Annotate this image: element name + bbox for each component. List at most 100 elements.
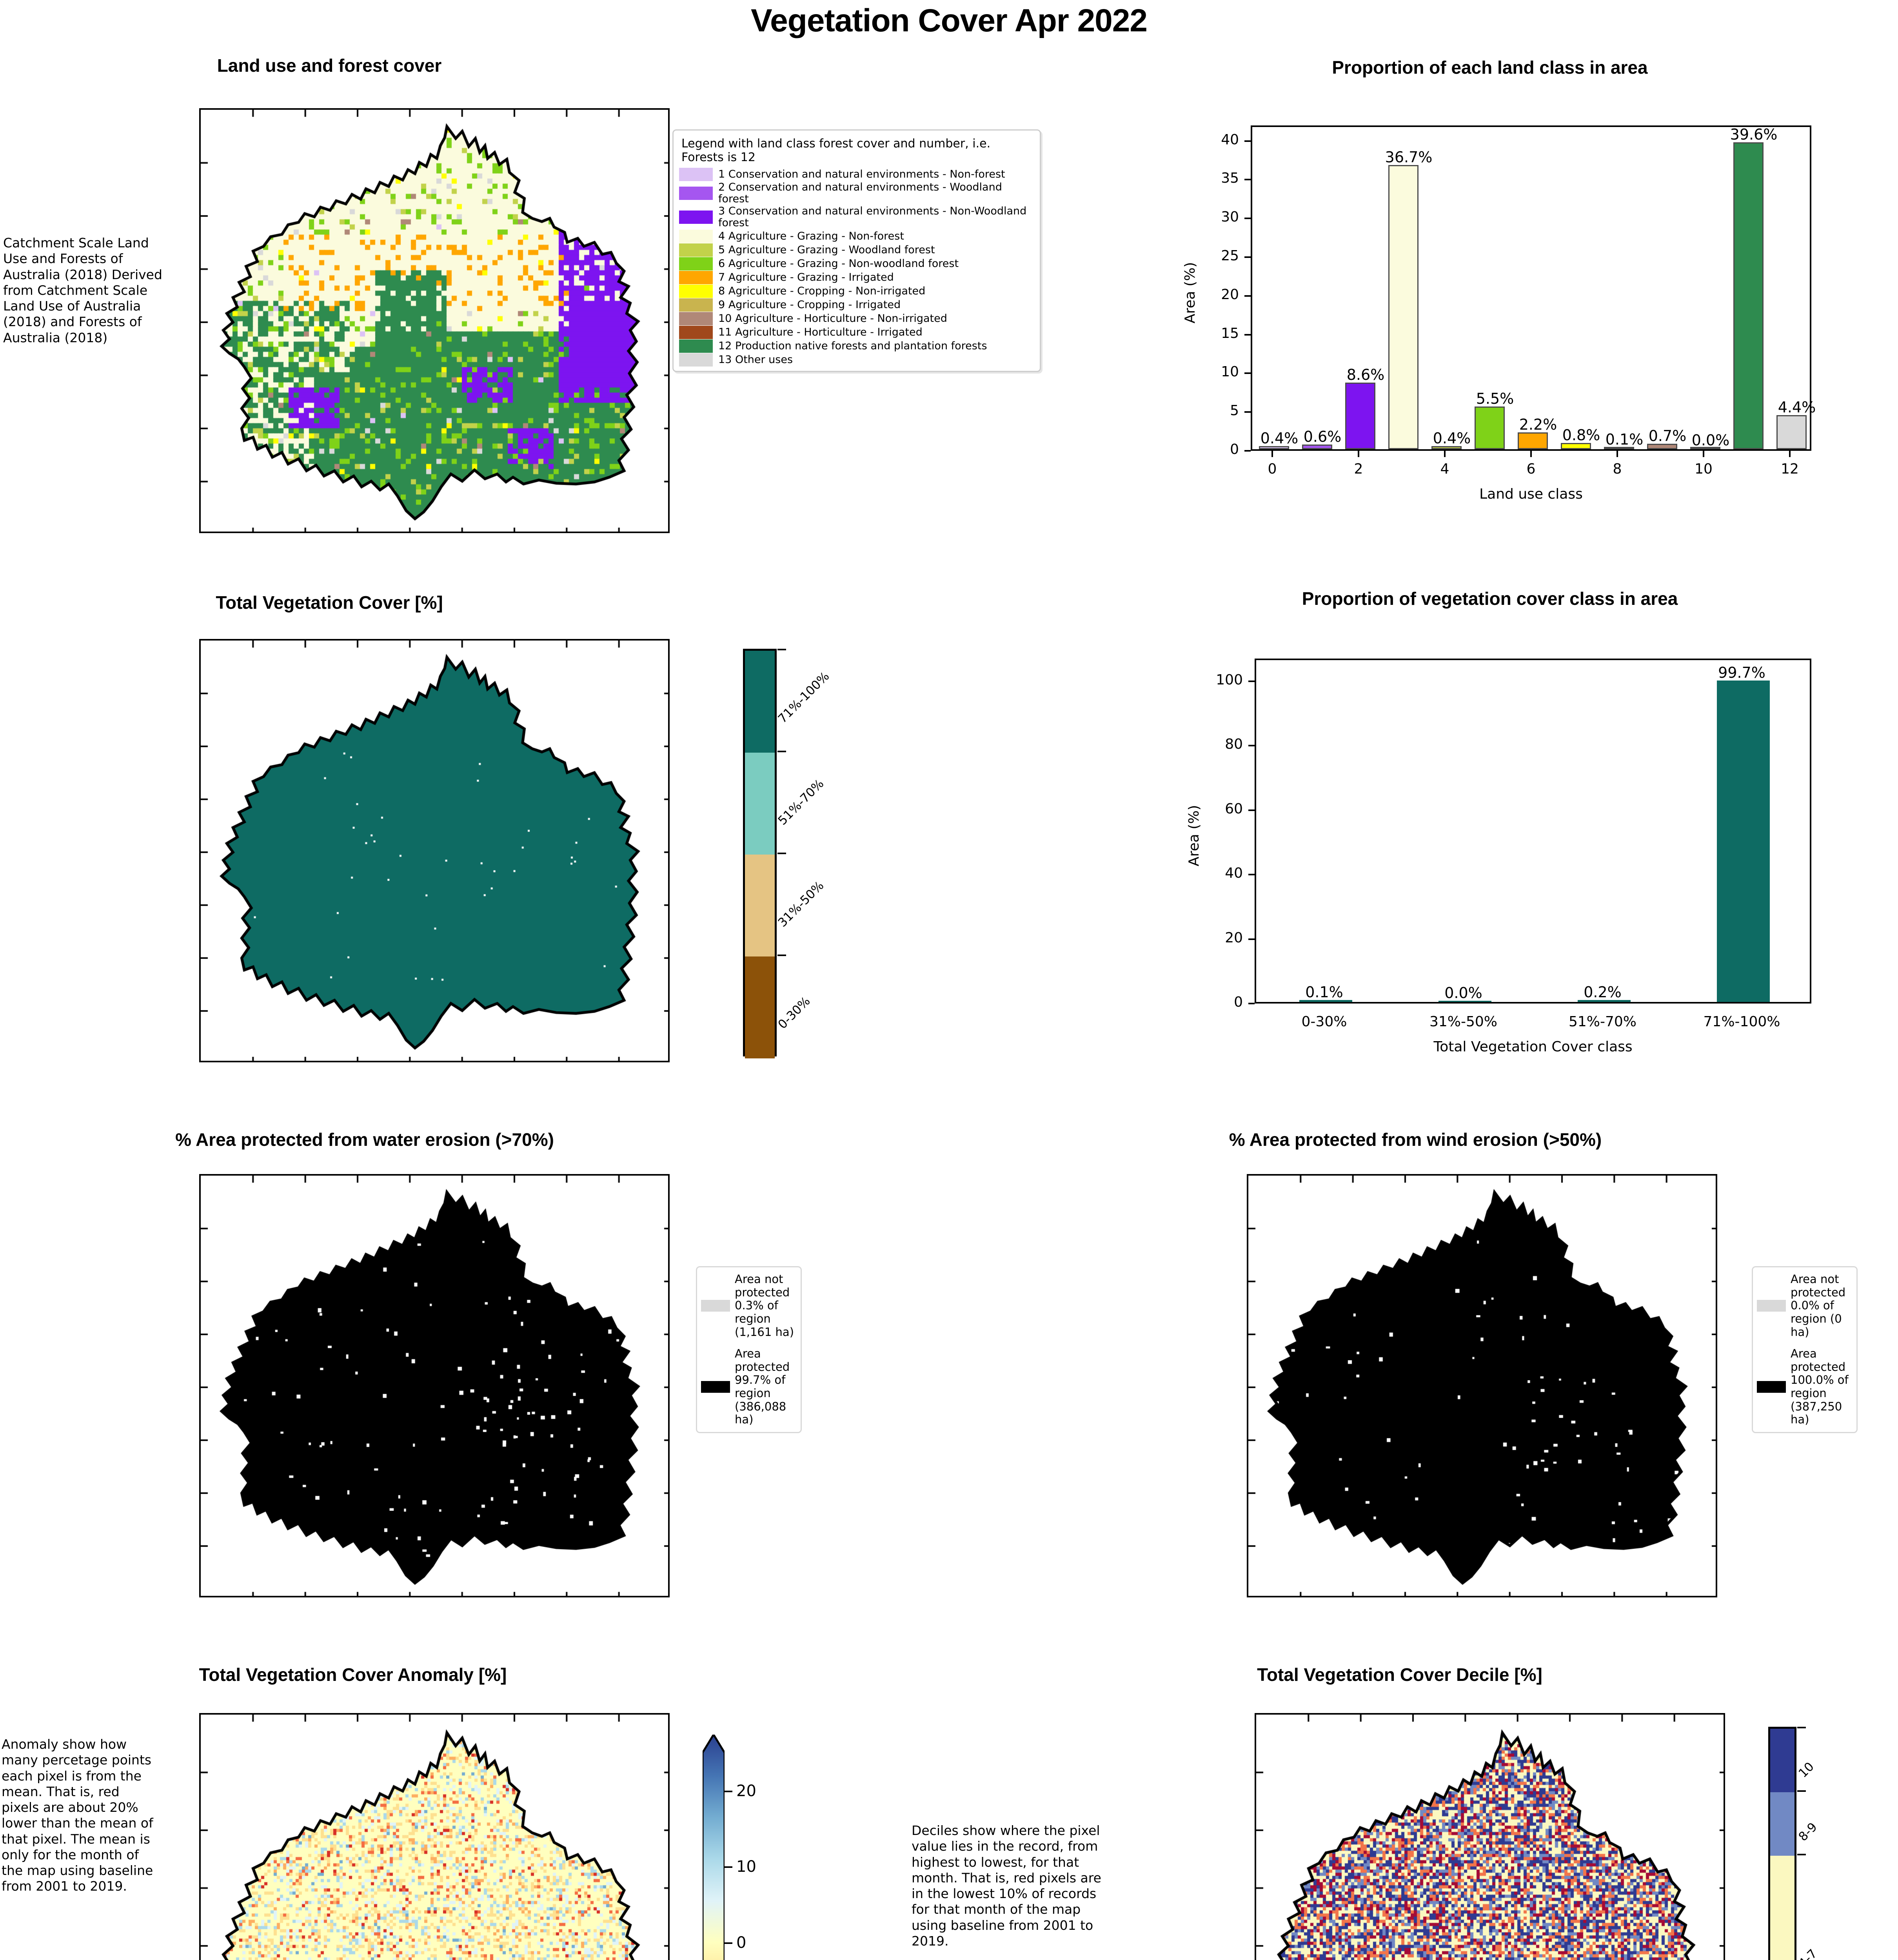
y-tick-label: 60 bbox=[1225, 800, 1243, 817]
veg-cover-colorbar[interactable] bbox=[743, 649, 777, 1058]
plot-area bbox=[1255, 659, 1811, 1004]
x-tick-label: 8 bbox=[1613, 461, 1622, 477]
land-class-legend-item[interactable]: 4 Agriculture - Grazing - Non-forest bbox=[679, 229, 1034, 243]
bar[interactable] bbox=[1560, 443, 1591, 449]
land-class-legend-item[interactable]: 3 Conservation and natural environments … bbox=[679, 205, 1034, 229]
x-tick bbox=[1358, 451, 1359, 457]
colorbar-tick bbox=[1797, 1727, 1806, 1728]
land-class-legend-title: Legend with land class forest cover and … bbox=[681, 137, 991, 165]
colorbar-tick bbox=[725, 1866, 732, 1868]
land-class-legend-item[interactable]: 13 Other uses bbox=[679, 353, 1034, 367]
bar[interactable] bbox=[1299, 1000, 1352, 1002]
land-class-swatch bbox=[679, 167, 713, 181]
decile-map[interactable] bbox=[1255, 1713, 1725, 1960]
colorbar-tick-label: 20 bbox=[736, 1782, 756, 1800]
land-class-swatch bbox=[679, 257, 713, 270]
erosion-legend-item[interactable]: Area protected 99.7% of region (386,088 … bbox=[701, 1347, 797, 1426]
x-tick-label: 10 bbox=[1695, 461, 1713, 477]
land-class-legend-item[interactable]: 1 Conservation and natural environments … bbox=[679, 167, 1034, 181]
bar[interactable] bbox=[1431, 446, 1462, 449]
land-use-map[interactable] bbox=[199, 108, 670, 533]
water-erosion-title: % Area protected from water erosion (>70… bbox=[175, 1129, 554, 1150]
land-class-legend-label: 2 Conservation and natural environments … bbox=[718, 181, 1002, 205]
bar[interactable] bbox=[1733, 142, 1764, 449]
colorbar-tick-label: 0-30% bbox=[775, 994, 813, 1032]
land-class-legend-item[interactable]: 8 Agriculture - Cropping - Non-irrigated bbox=[679, 284, 1034, 298]
bar-value-label: 0.6% bbox=[1303, 428, 1342, 446]
x-tick-label: 0 bbox=[1268, 461, 1277, 477]
y-tick-label: 80 bbox=[1225, 736, 1243, 753]
bar[interactable] bbox=[1517, 432, 1548, 449]
anomaly-colorbar[interactable] bbox=[701, 1733, 726, 1960]
colorbar-tick-label: 0 bbox=[736, 1934, 746, 1952]
land-class-legend-item[interactable]: 11 Agriculture - Horticulture - Irrigate… bbox=[679, 325, 1034, 339]
erosion-legend-item[interactable]: Area not protected 0.3% of region (1,161… bbox=[701, 1272, 797, 1339]
wind-erosion-map[interactable] bbox=[1247, 1174, 1717, 1597]
land-class-legend-item[interactable]: 2 Conservation and natural environments … bbox=[679, 181, 1034, 205]
land-class-legend-item[interactable]: 12 Production native forests and plantat… bbox=[679, 339, 1034, 353]
colorbar-tick bbox=[725, 1790, 732, 1792]
bar[interactable] bbox=[1647, 444, 1677, 449]
y-tick-label: 25 bbox=[1221, 247, 1239, 264]
y-tick-label: 20 bbox=[1225, 929, 1243, 946]
x-tick bbox=[1616, 451, 1618, 457]
veg-cover-bar-title: Proportion of vegetation cover class in … bbox=[1302, 588, 1678, 609]
bar[interactable] bbox=[1604, 447, 1634, 449]
bar-value-label: 0.0% bbox=[1444, 984, 1482, 1002]
wind-erosion-title: % Area protected from wind erosion (>50%… bbox=[1229, 1129, 1602, 1150]
bar[interactable] bbox=[1388, 165, 1419, 449]
bar[interactable] bbox=[1259, 446, 1289, 449]
y-tick bbox=[1244, 295, 1251, 297]
bar-value-label: 8.6% bbox=[1346, 366, 1385, 384]
colorbar-tick bbox=[1797, 1790, 1806, 1792]
decile-colorbar[interactable] bbox=[1768, 1727, 1796, 1960]
colorbar-segment bbox=[1770, 1792, 1794, 1856]
anomaly-map-canvas bbox=[201, 1715, 668, 1960]
bar[interactable] bbox=[1717, 681, 1770, 1002]
land-class-legend-item[interactable]: 9 Agriculture - Cropping - Irrigated bbox=[679, 298, 1034, 312]
land-class-swatch bbox=[679, 187, 713, 200]
x-tick-label: 2 bbox=[1354, 461, 1363, 477]
bar-value-label: 0.2% bbox=[1584, 984, 1622, 1001]
y-tick bbox=[1244, 179, 1251, 181]
veg-cover-map[interactable] bbox=[199, 639, 670, 1062]
land-class-swatch bbox=[679, 284, 713, 298]
erosion-legend-item[interactable]: Area protected 100.0% of region (387,250… bbox=[1757, 1347, 1853, 1426]
bar-value-label: 4.4% bbox=[1778, 399, 1816, 416]
colorbar-segment bbox=[745, 956, 775, 1058]
y-tick bbox=[1248, 745, 1255, 747]
anomaly-colorbar-gradient bbox=[701, 1733, 726, 1960]
colorbar-segment bbox=[745, 753, 775, 855]
veg-cover-bar-chart[interactable]: 0.1% 0.0% 0.2% 99.7% 0 20 40 60 80 100 0-30% 31%-50… bbox=[1137, 635, 1854, 1098]
wind-erosion-legend[interactable]: Area not protected 0.0% of region (0 ha)… bbox=[1752, 1266, 1858, 1433]
land-class-bar-chart[interactable]: 0.4% 0.6% 8.6% 36.7% 0.4% 5.5% 2.2% 0.8% 0.1% 0.7… bbox=[1137, 102, 1854, 541]
bar[interactable] bbox=[1690, 447, 1720, 449]
anomaly-title: Total Vegetation Cover Anomaly [%] bbox=[199, 1664, 507, 1685]
water-erosion-legend[interactable]: Area not protected 0.3% of region (1,161… bbox=[696, 1266, 802, 1433]
land-class-legend-label: 12 Production native forests and plantat… bbox=[718, 339, 987, 352]
x-tick bbox=[1271, 451, 1273, 457]
anomaly-note: Anomaly show how many percetage points e… bbox=[2, 1737, 153, 1894]
water-erosion-map[interactable] bbox=[199, 1174, 670, 1597]
y-tick bbox=[1244, 450, 1251, 452]
bar-value-label: 2.2% bbox=[1519, 416, 1557, 433]
bar[interactable] bbox=[1345, 383, 1375, 449]
bar[interactable] bbox=[1302, 445, 1332, 449]
erosion-legend-item[interactable]: Area not protected 0.0% of region (0 ha) bbox=[1757, 1272, 1853, 1339]
land-class-legend-item[interactable]: 5 Agriculture - Grazing - Woodland fores… bbox=[679, 243, 1034, 257]
anomaly-map[interactable] bbox=[199, 1713, 670, 1960]
land-class-legend-item[interactable]: 10 Agriculture - Horticulture - Non-irri… bbox=[679, 312, 1034, 325]
bar[interactable] bbox=[1578, 1000, 1631, 1002]
land-class-legend-item[interactable]: 7 Agriculture - Grazing - Irrigated bbox=[679, 270, 1034, 284]
land-use-source-note: Catchment Scale Land Use and Forests of … bbox=[3, 235, 162, 345]
bar[interactable] bbox=[1438, 1001, 1491, 1002]
colorbar-tick-label: 4-7 bbox=[1796, 1946, 1820, 1960]
land-class-swatch bbox=[679, 353, 713, 367]
bar[interactable] bbox=[1474, 407, 1505, 449]
y-tick-label: 30 bbox=[1221, 209, 1239, 225]
bar[interactable] bbox=[1776, 415, 1807, 449]
land-class-legend[interactable]: Legend with land class forest cover and … bbox=[672, 129, 1041, 372]
land-class-swatch bbox=[679, 211, 713, 224]
land-class-legend-item[interactable]: 6 Agriculture - Grazing - Non-woodland f… bbox=[679, 257, 1034, 270]
